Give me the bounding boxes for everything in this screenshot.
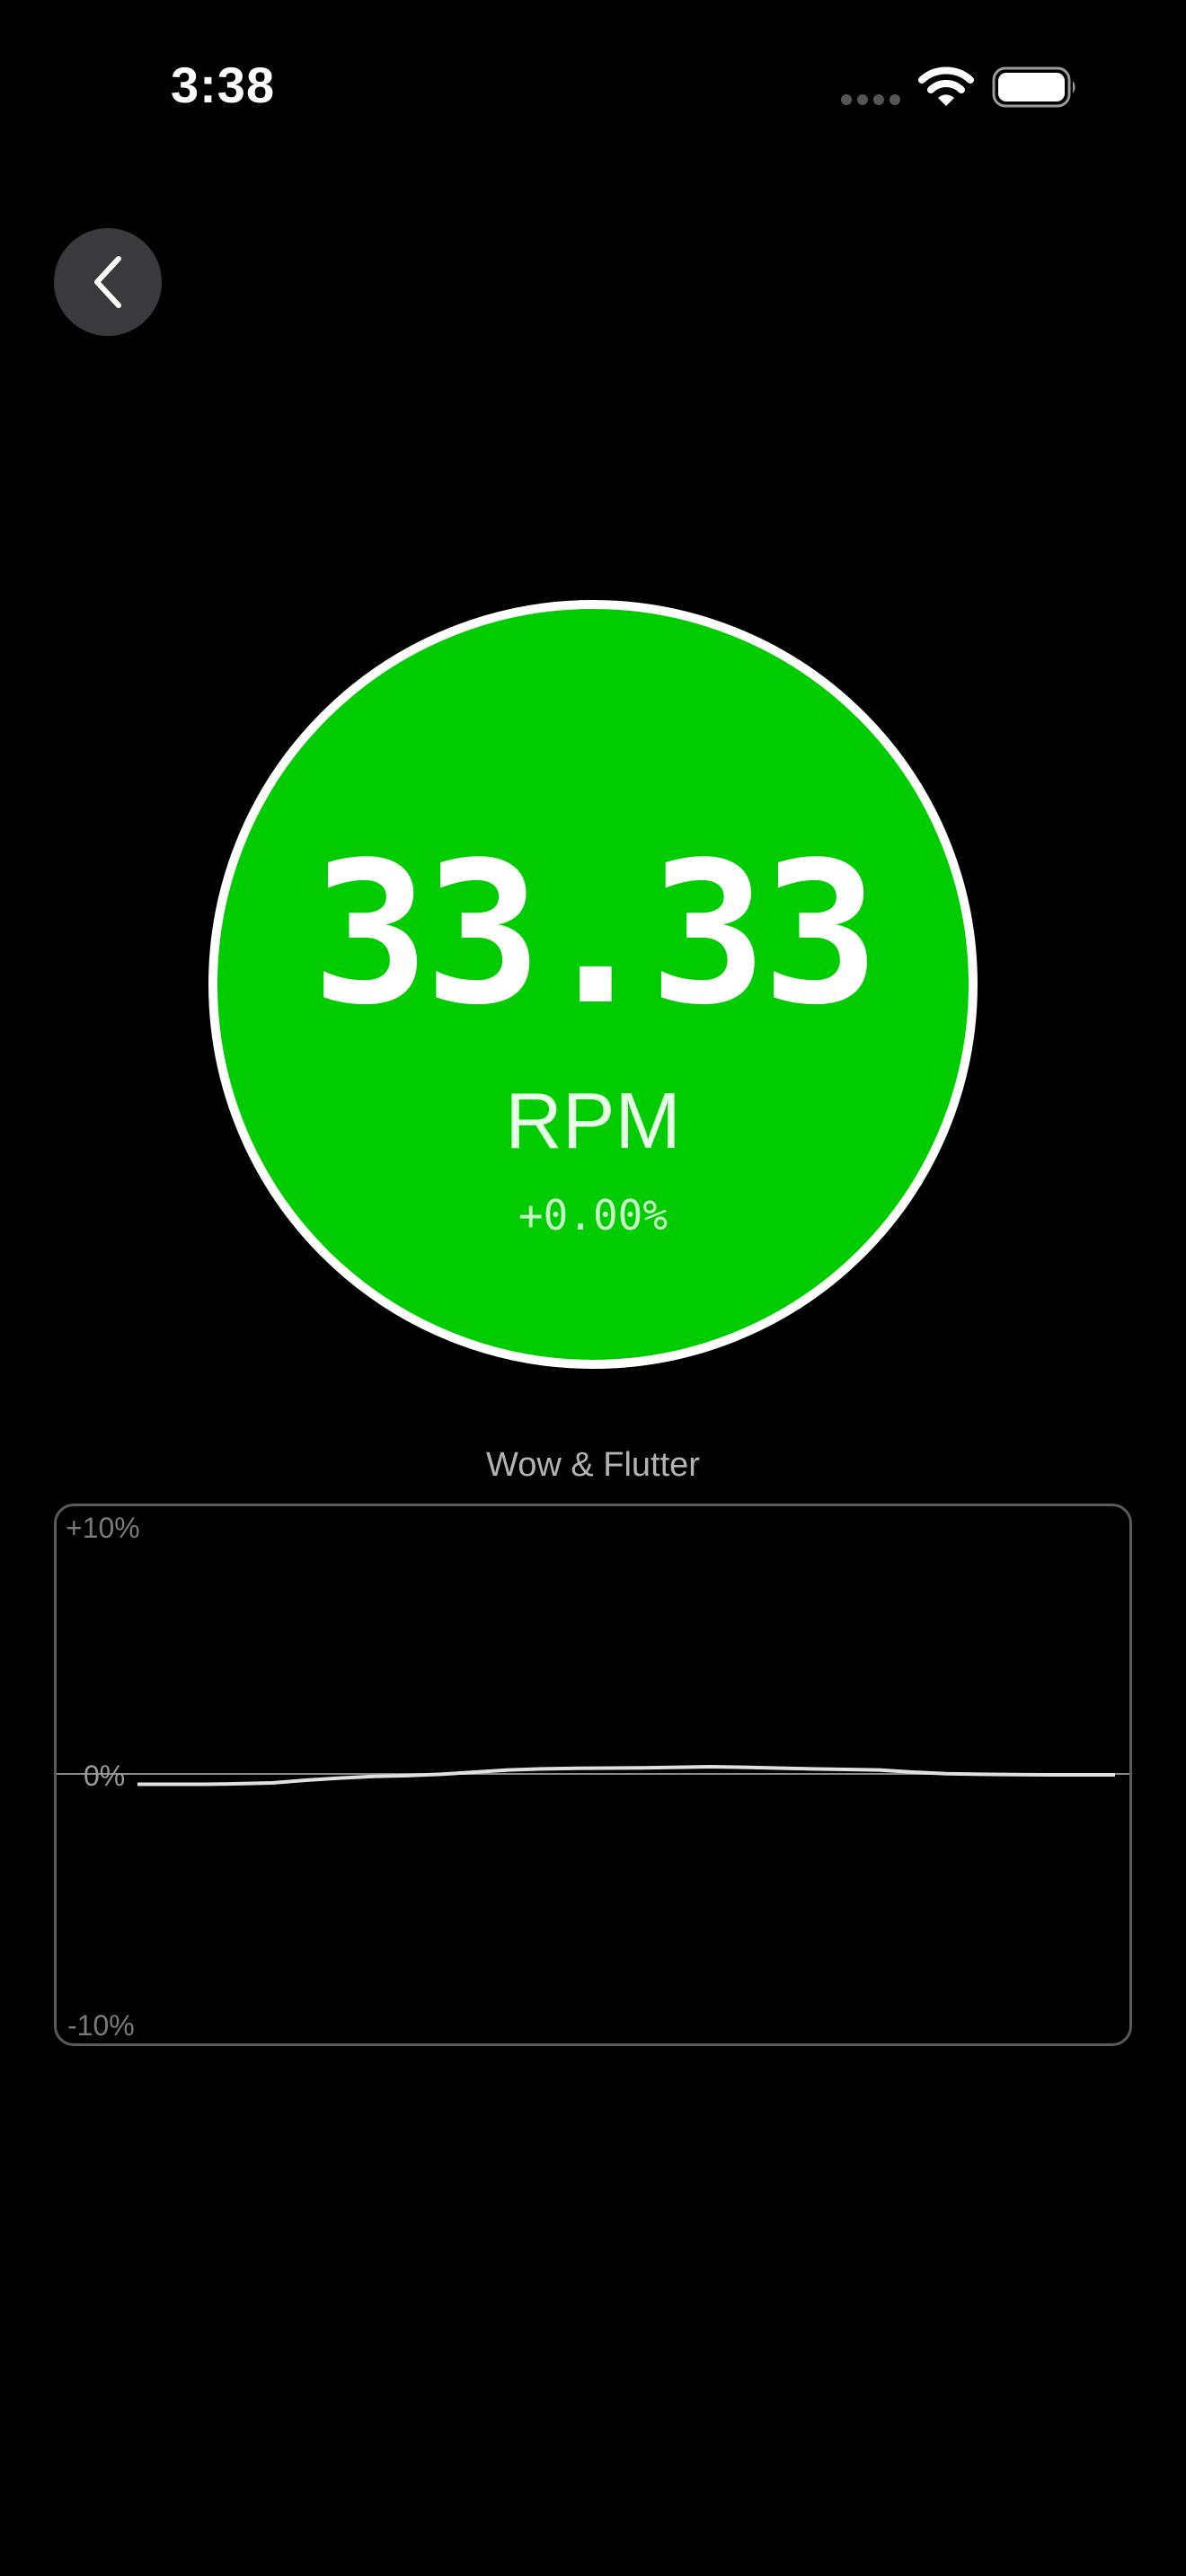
- rpm-gauge: 33.33 RPM +0.00%: [208, 600, 978, 1369]
- status-bar: 3:38: [0, 0, 1186, 171]
- wow-flutter-chart: +10% 0% -10%: [54, 1504, 1132, 2046]
- status-time: 3:38: [171, 57, 276, 113]
- wow-flutter-plot: [57, 1765, 1129, 1786]
- chevron-left-icon: [94, 256, 121, 308]
- wifi-icon: [918, 66, 974, 106]
- y-min-label: -10%: [67, 2009, 135, 2042]
- y-zero-label: 0%: [84, 1760, 126, 1792]
- back-button[interactable]: [54, 228, 162, 336]
- battery-icon: [992, 66, 1075, 108]
- wow-flutter-series-line: [137, 1765, 1115, 1786]
- cellular-signal-icon: [841, 94, 900, 105]
- y-max-label: +10%: [66, 1512, 140, 1544]
- chart-title: Wow & Flutter: [486, 1446, 700, 1484]
- rpm-value: 33.33: [311, 821, 880, 1048]
- rpm-unit-label: RPM: [505, 1076, 681, 1165]
- rpm-deviation: +0.00%: [518, 1191, 668, 1239]
